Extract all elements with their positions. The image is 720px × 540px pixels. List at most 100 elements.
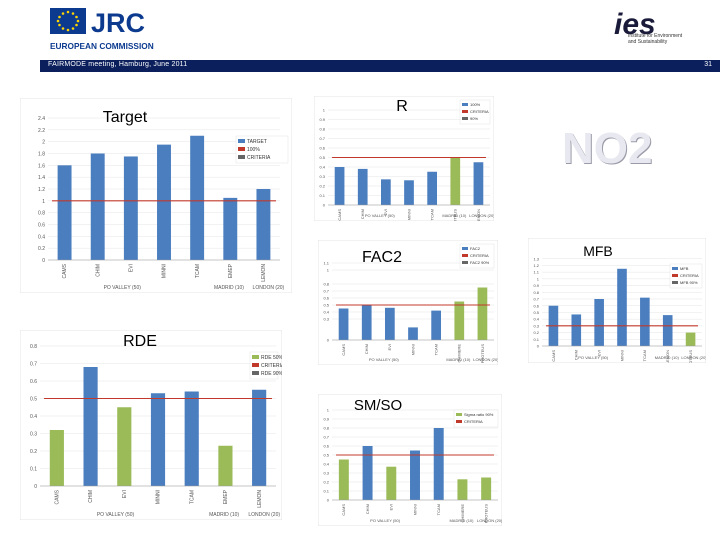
bar [252, 389, 267, 486]
legend-swatch [238, 139, 245, 143]
legend-swatch [456, 413, 462, 416]
y-tick-label: 0.5 [323, 303, 329, 308]
y-tick-label: 0 [537, 344, 540, 349]
y-tick-label: 0.6 [323, 444, 329, 449]
y-tick-label: 0.7 [319, 136, 325, 141]
y-tick-label: 0.4 [323, 462, 329, 467]
chart-title: RDE [123, 333, 157, 350]
bar [454, 301, 465, 340]
y-tick-label: 2 [42, 140, 45, 146]
group-label: MADRID (10) [214, 285, 244, 291]
x-tick-label: CHIM [365, 504, 370, 514]
y-tick-label: 0 [34, 484, 37, 490]
group-label: MADRID (10) [655, 355, 680, 360]
legend-label: MFB [680, 266, 689, 271]
bar [433, 428, 444, 500]
y-tick-label: 0.3 [323, 317, 329, 322]
x-tick-label: TCAM [642, 350, 647, 361]
target-chart: 0 0.2 0.4 0.6 0.8 1 1.2 1.4 1.6 1.8 2 2.2 2.4 CAMS CHI… [20, 98, 292, 293]
group-label: PO VALLEY (50) [365, 213, 396, 218]
legend-swatch [238, 147, 245, 151]
x-tick-label: TCAM [189, 490, 195, 504]
y-tick-label: 0 [323, 203, 326, 208]
bar [150, 393, 166, 486]
x-tick-label: CHIMERE [457, 344, 462, 363]
ies-subtitle: Institute for Environment and Sustainabi… [628, 33, 683, 45]
legend-swatch [462, 254, 468, 257]
group-label: MADRID (10) [209, 512, 239, 518]
y-tick-label: 0 [327, 498, 330, 503]
x-tick-label: TCAM [436, 504, 441, 515]
x-tick-label: CHIM [88, 490, 94, 503]
x-tick-label: MINNI [410, 344, 415, 355]
legend-label: CRITERIA [680, 273, 699, 278]
european-commission-logo: JRC EUROPEAN COMMISSION [50, 8, 154, 51]
x-tick-label: CAMS [341, 504, 346, 516]
group-label: PO VALLEY (50) [97, 512, 135, 518]
y-tick-label: 1 [327, 268, 330, 273]
r-chart: 0 0.1 0.2 0.3 0.4 0.5 0.6 0.7 0.8 0.9 1 CAMS CHIM EVI… [314, 96, 494, 221]
bar [571, 314, 582, 346]
y-tick-label: 2.4 [38, 116, 45, 122]
x-tick-label: CHIM [360, 209, 365, 219]
bar [477, 287, 488, 340]
bar [123, 156, 138, 260]
legend-label: 90% [470, 116, 478, 121]
y-tick-label: 1 [327, 408, 330, 413]
y-tick-label: 0.7 [533, 297, 539, 302]
y-tick-label: 0.2 [30, 449, 37, 455]
bar [190, 135, 205, 260]
legend-label: CRITERIA [247, 155, 271, 161]
bar [357, 168, 368, 205]
x-tick-label: CAMS [337, 209, 342, 221]
x-tick-label: LEMON [476, 209, 481, 221]
legend: FAC2 CRITERIA FAC2 90% [459, 243, 495, 269]
x-tick-label: CHIM [574, 350, 579, 360]
y-tick-label: 0.8 [30, 344, 37, 350]
legend-label: CRITERIA [261, 363, 282, 369]
legend: MFB CRITERIA MFB 90% [669, 263, 703, 289]
group-label: MADRID (10) [442, 213, 467, 218]
x-tick-label: LEMON [665, 350, 670, 363]
bar [57, 165, 72, 260]
bar [386, 466, 397, 500]
bar [83, 367, 98, 486]
y-tick-label: 0.8 [323, 426, 329, 431]
x-tick-label: EVI [389, 504, 394, 510]
x-tick-label: PROTEUS [688, 350, 693, 363]
x-tick-label: MINNI [406, 209, 411, 220]
legend-label: MFB 90% [680, 280, 698, 285]
x-tick-label: CHIM [95, 264, 101, 277]
y-tick-label: 1.4 [38, 175, 45, 181]
bar [49, 430, 64, 486]
legend-label: CRITERIA [464, 419, 483, 424]
y-tick-label: 0.8 [323, 282, 329, 287]
y-tick-label: 0 [42, 258, 45, 264]
legend-label: RDE 90% [261, 371, 282, 377]
legend-swatch [672, 274, 678, 277]
legend: 100% CRITERIA 90% [459, 99, 491, 125]
title-band: FAIRMODE meeting, Hamburg, June 2011 31 [40, 60, 720, 72]
legend: Sigma ratio 90% CRITERIA [453, 409, 499, 428]
x-tick-label: EVI [129, 264, 135, 272]
bar [481, 477, 492, 500]
y-tick-label: 0.6 [533, 303, 539, 308]
legend-label: TARGET [247, 139, 267, 145]
legend-swatch [238, 155, 245, 159]
bar [427, 171, 438, 205]
legend-label: 100% [470, 102, 481, 107]
x-tick-label: CAMS [62, 263, 68, 278]
group-label: LONDON (20) [248, 512, 280, 518]
y-tick-label: 1.6 [38, 163, 45, 169]
x-tick-label: TCAM [433, 344, 438, 355]
y-tick-label: 0.2 [319, 184, 325, 189]
x-tick-label: LEMON [257, 490, 263, 508]
ies-mark: ies [614, 8, 656, 41]
bar [662, 315, 673, 346]
x-tick-label: PROTEUS [453, 209, 458, 221]
y-tick-label: 0.6 [30, 379, 37, 385]
y-tick-label: 0 [327, 338, 330, 343]
meeting-caption: FAIRMODE meeting, Hamburg, June 2011 [48, 61, 188, 68]
y-tick-label: 0.6 [38, 223, 45, 229]
legend-swatch [462, 103, 468, 106]
